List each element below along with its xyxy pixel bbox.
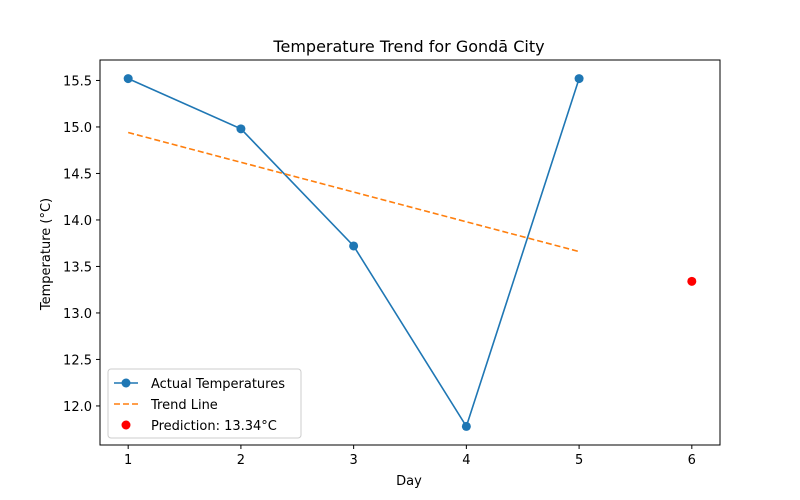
legend-marker — [121, 378, 131, 388]
x-tick-label: 3 — [349, 453, 357, 468]
y-tick-label: 12.0 — [63, 400, 92, 415]
data-point — [349, 241, 359, 251]
x-tick-label: 1 — [124, 453, 132, 468]
prediction-point — [687, 276, 697, 286]
legend-label: Prediction: 13.34°C — [151, 419, 277, 434]
trend-line — [127, 131, 580, 253]
data-point — [574, 74, 584, 84]
chart-title: Temperature Trend for Gondā City — [272, 37, 544, 56]
x-tick-label: 6 — [688, 453, 696, 468]
series-layer — [123, 74, 697, 431]
legend-item: Trend Line — [114, 398, 218, 413]
data-point — [123, 74, 133, 84]
y-axis-label: Temperature (°C) — [39, 198, 54, 311]
data-point — [461, 421, 471, 431]
series-1 — [127, 131, 580, 253]
plot-frame — [99, 59, 721, 446]
x-axis-ticks: 1 2 3 4 5 6 — [124, 445, 696, 468]
series-2 — [687, 276, 697, 286]
legend: Actual Temperatures Trend Line Prediction:… — [107, 368, 302, 439]
legend-box — [107, 368, 302, 439]
y-tick-label: 15.5 — [63, 74, 92, 89]
x-tick-label: 4 — [462, 453, 470, 468]
y-axis-ticks: 12.0 12.5 13.0 13.5 14.0 14.5 15.0 15.5 — [63, 74, 100, 415]
y-tick-label: 12.5 — [63, 353, 92, 368]
y-tick-label: 13.0 — [63, 307, 92, 322]
y-tick-label: 13.5 — [63, 260, 92, 275]
plot-area — [99, 59, 721, 446]
x-tick-label: 2 — [237, 453, 245, 468]
y-tick-label: 15.0 — [63, 121, 92, 136]
y-tick-label: 14.5 — [63, 167, 92, 182]
y-tick-label: 14.0 — [63, 214, 92, 229]
legend-item: Prediction: 13.34°C — [121, 419, 277, 434]
legend-label: Actual Temperatures — [151, 377, 285, 392]
x-tick-label: 5 — [575, 453, 583, 468]
x-axis-label: Day — [396, 474, 422, 489]
data-point — [236, 124, 246, 134]
series-0 — [123, 74, 584, 431]
legend-marker — [121, 420, 131, 430]
legend-item: Actual Temperatures — [114, 377, 285, 392]
legend-label: Trend Line — [150, 398, 218, 413]
